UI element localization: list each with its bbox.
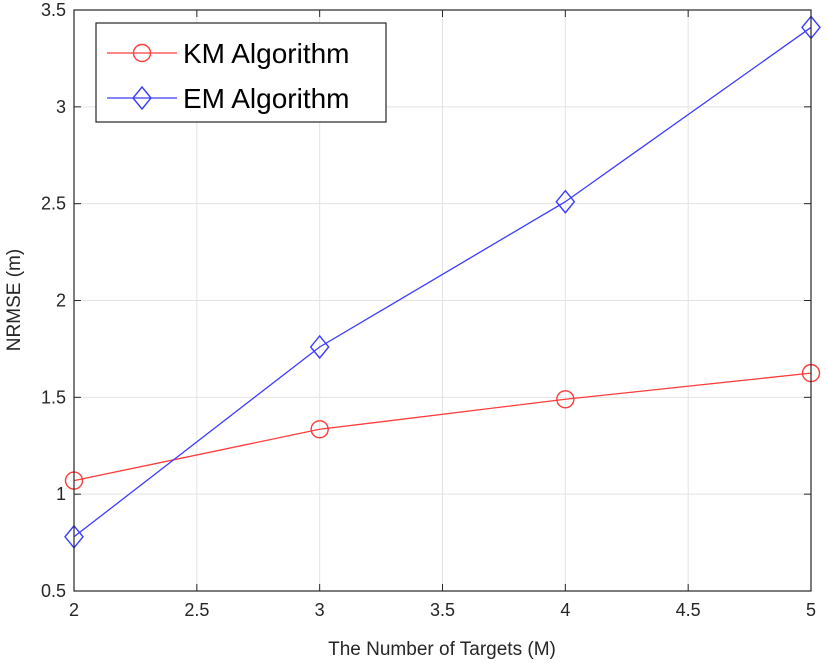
x-tick-label: 3.5 <box>430 600 455 620</box>
data-point-km-algorithm <box>556 390 575 409</box>
legend: KM Algorithm EM Algorithm <box>95 22 387 123</box>
x-tick-label: 2.5 <box>184 600 209 620</box>
x-axis-title: The Number of Targets (M) <box>328 639 556 660</box>
legend-marker <box>132 85 152 111</box>
legend-item-km-algorithm: KM Algorithm <box>107 38 350 69</box>
tick-labels: 2 2.5 3 3.5 4 4.5 5 0.5 1 1.5 2 2.5 3 3.5 <box>41 0 816 620</box>
y-tick-label: 2 <box>56 291 66 311</box>
legend-label: EM Algorithm <box>183 83 350 114</box>
y-tick-label: 3.5 <box>41 0 66 20</box>
y-tick-label: 2.5 <box>41 194 66 214</box>
legend-item-em-algorithm: EM Algorithm <box>107 83 350 114</box>
tick-marks <box>73 9 812 592</box>
x-tick-label: 2 <box>69 600 79 620</box>
y-tick-label: 1 <box>56 484 66 504</box>
x-tick-label: 4 <box>560 600 570 620</box>
data-point-em-algorithm <box>555 189 576 214</box>
data-point-km-algorithm <box>310 420 329 439</box>
y-axis-title: NRMSE (m) <box>4 249 25 351</box>
x-tick-label: 3 <box>315 600 325 620</box>
series-line-em-algorithm <box>73 26 812 538</box>
y-tick-label: 3 <box>56 97 66 117</box>
series-line-km-algorithm <box>73 372 812 482</box>
y-tick-label: 0.5 <box>41 581 66 601</box>
y-tick-label: 1.5 <box>41 387 66 407</box>
legend-marker <box>132 43 152 63</box>
data-point-em-algorithm <box>309 334 330 360</box>
x-tick-label: 5 <box>806 600 816 620</box>
legend-label: KM Algorithm <box>183 38 350 69</box>
x-tick-label: 4.5 <box>676 600 701 620</box>
